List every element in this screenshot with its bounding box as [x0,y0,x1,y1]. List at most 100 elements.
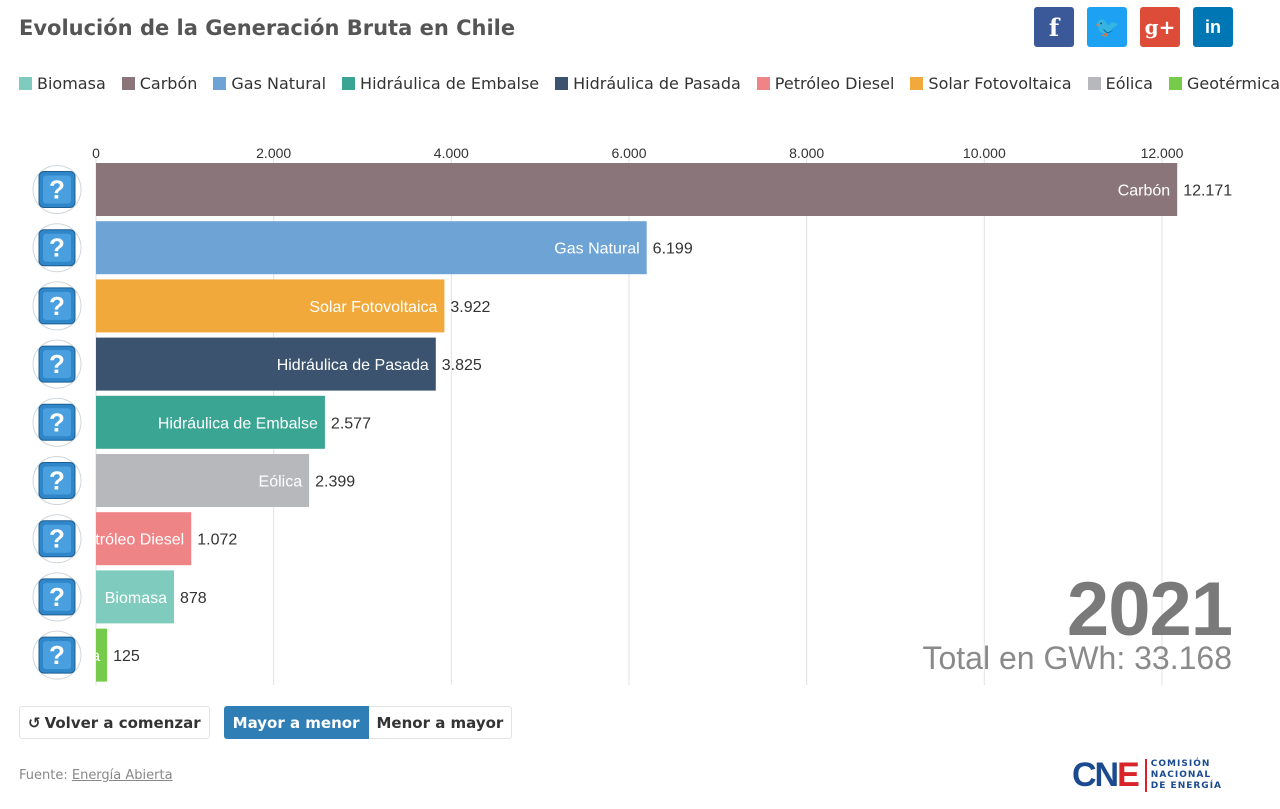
cne-logo-mark-a: CN [1072,756,1119,794]
bar-label: Eólica [259,474,303,491]
bar-label: Petróleo Diesel [76,532,185,549]
bar [96,221,647,275]
legend-label: Hidráulica de Embalse [360,74,540,93]
unknown-image-icon [43,524,71,553]
question-mark-icon: ? [49,291,65,321]
legend-item[interactable]: Geotérmica [1168,74,1280,93]
legend-item[interactable]: Carbón [121,74,198,93]
data-label: 6.199 [653,241,693,258]
legend-item[interactable]: Eólica [1087,74,1153,93]
cne-logo-text: COMISIÓN NACIONAL DE ENERGÍA [1144,759,1223,792]
unknown-image-icon [43,466,71,495]
legend-item[interactable]: Biomasa [19,74,106,93]
legend-item[interactable]: Solar Fotovoltaica [910,74,1072,93]
chart-legend: Biomasa Carbón Gas Natural Hidráulica de Em… [19,74,1280,93]
legend-swatch [1168,77,1182,90]
total-label: Total en GWh: 33.168 [922,640,1232,676]
cne-logo-line3: DE ENERGÍA [1150,781,1223,791]
x-tick-label: 12.000 [1141,145,1184,161]
bar [96,512,192,566]
legend-item[interactable]: Hidráulica de Embalse [342,74,539,93]
x-tick-label: 6.000 [611,145,646,161]
unknown-image-icon [43,641,71,670]
page-title: Evolución de la Generación Bruta en Chil… [19,16,516,40]
data-label: 1.072 [197,532,237,549]
unknown-image-icon [43,175,71,204]
legend-label: Gas Natural [231,74,327,93]
source-link[interactable]: Energía Abierta [71,768,173,783]
x-tick-label: 8.000 [789,145,824,161]
unknown-image-icon [43,582,71,611]
question-mark-icon: ? [49,582,65,612]
chart-controls: ↺ Volver a comenzar Mayor a menor Menor … [19,706,513,739]
social-share-bar: f 🐦 g+ in [1034,7,1233,47]
unknown-image-icon [43,408,71,437]
bar-label: Solar Fotovoltaica [309,299,437,316]
linkedin-icon[interactable]: in [1193,7,1233,47]
bar-label: Hidráulica de Pasada [277,357,429,374]
bar [96,337,436,391]
legend-swatch [555,77,569,90]
bar [96,454,310,507]
x-tick-label: 2.000 [256,145,291,161]
unknown-image-icon [43,233,71,262]
data-label: 3.825 [442,357,482,374]
cne-logo: CNE COMISIÓN NACIONAL DE ENERGÍA [1072,756,1222,795]
bar-label: Biomasa [105,590,167,607]
bar-chart: 0 2.000 4.000 6.000 8.000 10.000 12.000 Carbón 1… [17,145,1232,685]
data-label: 878 [180,590,207,607]
legend-swatch [121,77,135,90]
legend-label: Carbón [139,74,198,93]
legend-swatch [19,77,32,90]
source-prefix: Fuente: [19,768,68,783]
bar [96,279,445,333]
data-label: 2.577 [331,415,371,432]
bar-label: Gas Natural [554,241,639,258]
bar-label: Geotérmica [17,648,100,665]
twitter-icon[interactable]: 🐦 [1087,7,1127,47]
legend-item[interactable]: Petróleo Diesel [756,74,895,93]
bar [96,628,108,682]
x-tick-label: 0 [92,145,100,161]
question-mark-icon: ? [49,524,65,554]
legend-label: Petróleo Diesel [774,74,895,93]
data-label: 2.399 [315,474,355,491]
data-label: 12.171 [1183,183,1232,200]
google-plus-icon[interactable]: g+ [1140,7,1180,47]
question-mark-icon: ? [49,349,65,379]
restart-icon: ↺ [28,713,41,732]
sort-descending-button[interactable]: Mayor a menor [223,706,369,739]
question-mark-icon: ? [49,233,65,263]
restart-button[interactable]: ↺ Volver a comenzar [19,706,210,739]
legend-swatch [910,77,924,90]
cne-logo-line2: NACIONAL [1150,770,1212,780]
x-tick-label: 4.000 [434,145,469,161]
legend-label: Geotérmica [1186,74,1280,93]
cne-logo-mark: CNE [1072,756,1140,795]
legend-label: Eólica [1105,74,1153,93]
legend-label: Biomasa [37,74,106,93]
sort-ascending-button[interactable]: Menor a mayor [368,706,513,739]
bar [96,395,325,449]
x-tick-label: 10.000 [963,145,1006,161]
legend-item[interactable]: Hidráulica de Pasada [555,74,741,93]
source-note: Fuente: Energía Abierta [19,768,173,783]
question-mark-icon: ? [49,466,65,496]
legend-label: Hidráulica de Pasada [573,74,741,93]
cne-logo-line1: COMISIÓN [1150,759,1211,769]
bar [96,570,174,624]
question-mark-icon: ? [49,175,65,205]
legend-item[interactable]: Gas Natural [213,74,326,93]
legend-swatch [213,77,227,90]
legend-swatch [756,77,770,90]
bar-label: Carbón [1118,183,1170,200]
question-mark-icon: ? [49,640,65,670]
legend-swatch [342,77,356,90]
restart-button-label: Volver a comenzar [44,713,201,732]
facebook-icon[interactable]: f [1034,7,1074,47]
data-label: 125 [113,648,140,665]
question-mark-icon: ? [49,407,65,437]
year-label: 2021 [1066,567,1233,652]
bar [96,163,1178,216]
unknown-image-icon [43,291,71,320]
